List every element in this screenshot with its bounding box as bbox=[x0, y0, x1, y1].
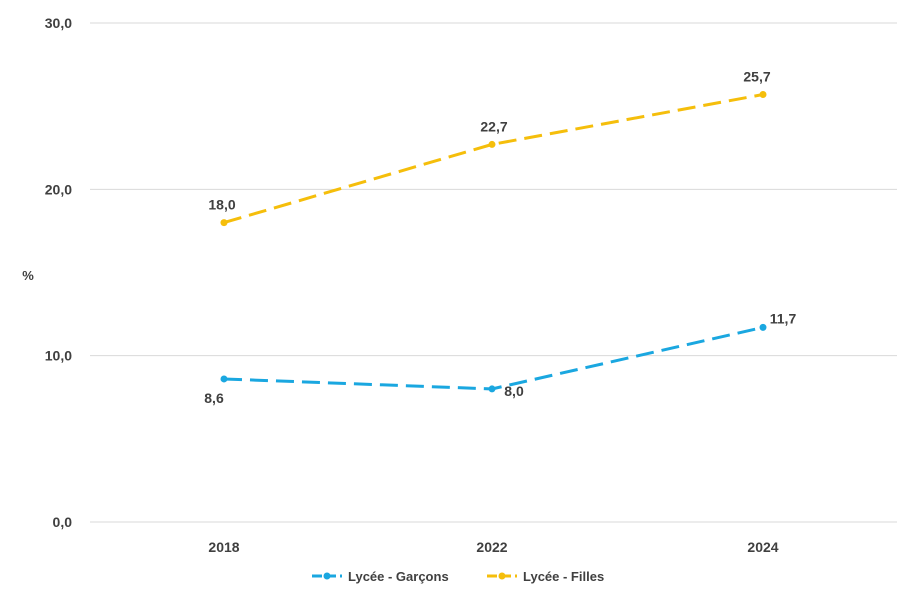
x-tick-label: 2022 bbox=[476, 539, 507, 555]
data-label: 25,7 bbox=[743, 69, 770, 85]
data-point bbox=[220, 375, 228, 383]
data-label: 22,7 bbox=[480, 118, 507, 134]
legend: Lycée - Garçons Lycée - Filles bbox=[312, 569, 604, 584]
legend-swatch-marker bbox=[323, 572, 331, 580]
x-tick-labels: 2018 2022 2024 bbox=[208, 539, 778, 555]
series-lines bbox=[220, 91, 767, 393]
gridlines bbox=[90, 22, 897, 523]
data-point bbox=[759, 323, 767, 331]
legend-label: Lycée - Filles bbox=[523, 569, 604, 584]
legend-swatch-marker bbox=[498, 572, 506, 580]
data-labels: 8,6 8,0 11,7 18,0 22,7 25,7 bbox=[204, 69, 796, 406]
data-point bbox=[488, 140, 496, 148]
y-axis-label: % bbox=[22, 268, 34, 283]
legend-label: Lycée - Garçons bbox=[348, 569, 449, 584]
y-tick-label: 30,0 bbox=[45, 15, 72, 31]
data-point bbox=[488, 385, 496, 393]
y-tick-label: 10,0 bbox=[45, 348, 72, 364]
data-point bbox=[220, 219, 228, 227]
data-label: 18,0 bbox=[208, 197, 235, 213]
y-tick-label: 20,0 bbox=[45, 181, 72, 197]
data-label: 8,0 bbox=[504, 383, 524, 399]
data-label: 8,6 bbox=[204, 390, 224, 406]
series-line bbox=[223, 325, 764, 391]
x-tick-label: 2024 bbox=[747, 539, 778, 555]
data-label: 11,7 bbox=[770, 310, 797, 326]
series-line bbox=[223, 93, 764, 225]
y-tick-labels: 0,0 10,0 20,0 30,0 bbox=[45, 15, 72, 530]
y-tick-label: 0,0 bbox=[53, 514, 73, 530]
x-tick-label: 2018 bbox=[208, 539, 239, 555]
data-point bbox=[759, 91, 767, 99]
